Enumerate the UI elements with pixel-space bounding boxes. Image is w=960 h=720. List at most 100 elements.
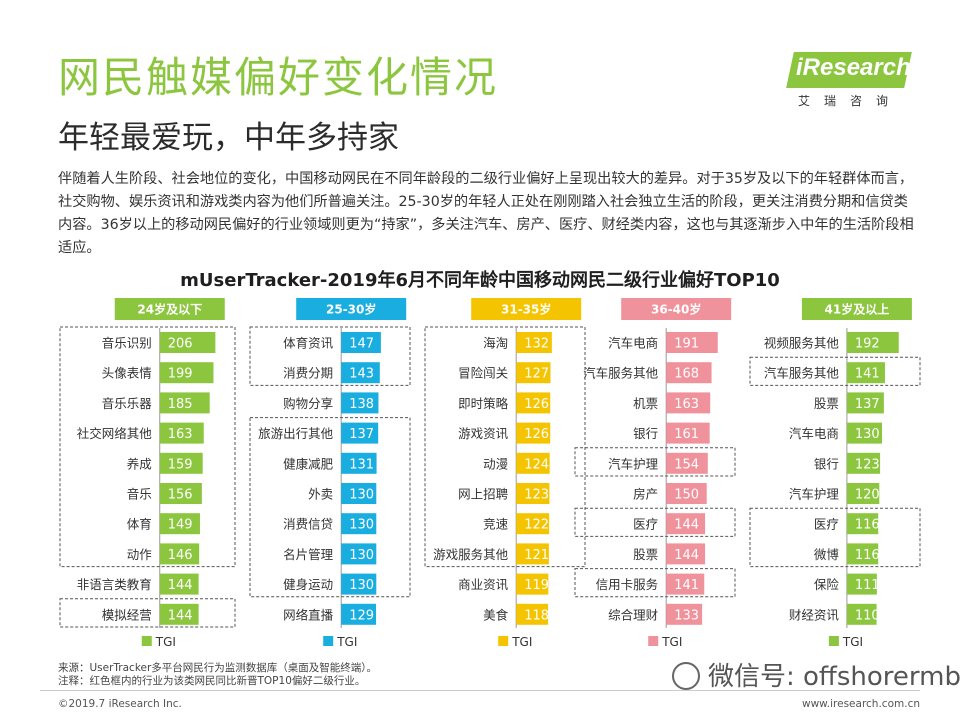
group-header-box [621,298,732,320]
highlight-box [249,417,411,598]
category-label: 健身运动 [283,577,333,592]
category-label: 综合理财 [608,607,658,622]
bar-value-label: 144 [168,578,193,593]
category-label: 外卖 [308,487,333,502]
bar [159,452,203,474]
bar [159,513,200,535]
bar [846,392,884,414]
page-title: 网民触媒偏好变化情况 [58,53,499,102]
bar-value-label: 122 [524,518,549,533]
bar [341,362,380,384]
footer-note: 注释：红色框内的行业为该类网民同比新晋TOP10偏好二级行业。 [58,675,366,687]
bar [159,362,214,384]
category-label: 网上招聘 [458,487,508,502]
highlight-box [249,326,411,386]
bar [159,422,204,444]
category-label: 音乐 [127,487,152,502]
bar [516,332,552,353]
legend-label: TGI [336,635,357,649]
group-header-box [471,298,582,320]
bar [666,573,705,595]
category-label: 股票 [814,396,839,411]
bar [341,513,377,535]
legend-swatch [141,636,152,646]
category-label: 头像表情 [102,366,152,381]
category-label: 保险 [814,577,840,592]
category-label: 信用卡服务 [596,577,659,592]
category-label: 冒险闯关 [458,366,508,381]
category-label: 网络直播 [283,607,334,622]
footer-copyright: ©2019.7 iResearch Inc. [58,698,182,710]
bar-value-label: 132 [524,337,549,352]
category-label: 机票 [633,396,658,411]
category-label: 体育资讯 [283,336,334,351]
bar [666,603,703,625]
bar-value-label: 154 [674,457,699,472]
bar-value-label: 185 [168,397,193,412]
bar [341,452,377,474]
bar-value-label: 144 [168,608,193,623]
bar-value-label: 123 [855,457,880,472]
legend-swatch [323,636,334,646]
category-label: 动作 [127,547,153,562]
bar-value-label: 199 [168,367,193,382]
category-label: 美食 [483,607,509,622]
bar-value-label: 130 [349,488,374,503]
category-label: 即时策略 [458,396,509,411]
bar-value-label: 120 [855,488,880,503]
category-label: 银行 [814,456,839,471]
bar-value-label: 130 [349,548,374,563]
group-header-label: 31-35岁 [501,302,551,317]
bar-value-label: 192 [855,337,880,352]
category-label: 汽车电商 [608,336,658,351]
category-label: 音乐乐器 [102,396,153,411]
bar-value-label: 163 [168,427,193,442]
bar-value-label: 150 [674,488,699,503]
bar [666,452,708,474]
bar [846,573,877,595]
category-label: 汽车电商 [789,426,839,441]
bar-value-label: 156 [168,488,193,503]
highlight-box [59,598,236,628]
age-group-bar-chart: 24岁及以下 206 音乐识别 199 头像表情 185 音乐乐器 163 社交网络其他 159 养… [59,298,921,649]
category-label: 汽车护理 [789,487,840,502]
bar [341,573,377,595]
category-label: 海淘 [483,336,508,351]
iresearch-logo: iResearch 艾瑞咨询 [786,52,918,110]
bar-value-label: 124 [524,457,549,472]
bar-value-label: 147 [349,337,374,352]
category-label: 体育 [127,517,152,532]
highlight-box [424,326,586,568]
category-label: 健康减肥 [283,456,334,471]
bar [846,422,882,444]
bar [341,603,377,625]
category-label: 旅游出行其他 [258,426,334,441]
bar-value-label: 127 [524,367,549,382]
chart-title: mUserTracker-2019年6月不同年龄中国移动网民二级行业偏好TOP1… [180,270,780,291]
bar-value-label: 116 [855,518,880,533]
bar [516,603,549,625]
bar [159,483,202,504]
legend-label: TGI [155,635,176,649]
category-label: 消费分期 [283,366,333,381]
bar-value-label: 141 [855,367,880,382]
category-label: 银行 [633,426,658,441]
logo-subtext: 艾瑞咨询 [798,94,903,108]
category-label: 视频服务其他 [764,336,840,351]
category-label: 养成 [127,456,152,471]
bar [666,422,710,444]
watermark-text: 微信号: offshorermb [708,662,960,692]
bar [516,573,549,595]
bar [341,392,379,414]
group-header-label: 36-40岁 [651,302,701,317]
bar [666,392,711,414]
footer-divider [40,690,920,691]
bar-value-label: 141 [674,578,699,593]
bar-value-label: 110 [855,608,880,623]
bar-value-label: 131 [349,457,374,472]
bar [516,362,551,384]
bar-value-label: 133 [674,608,699,623]
bar-value-label: 129 [349,608,374,623]
legend-swatch [828,636,839,646]
bar [846,513,879,535]
